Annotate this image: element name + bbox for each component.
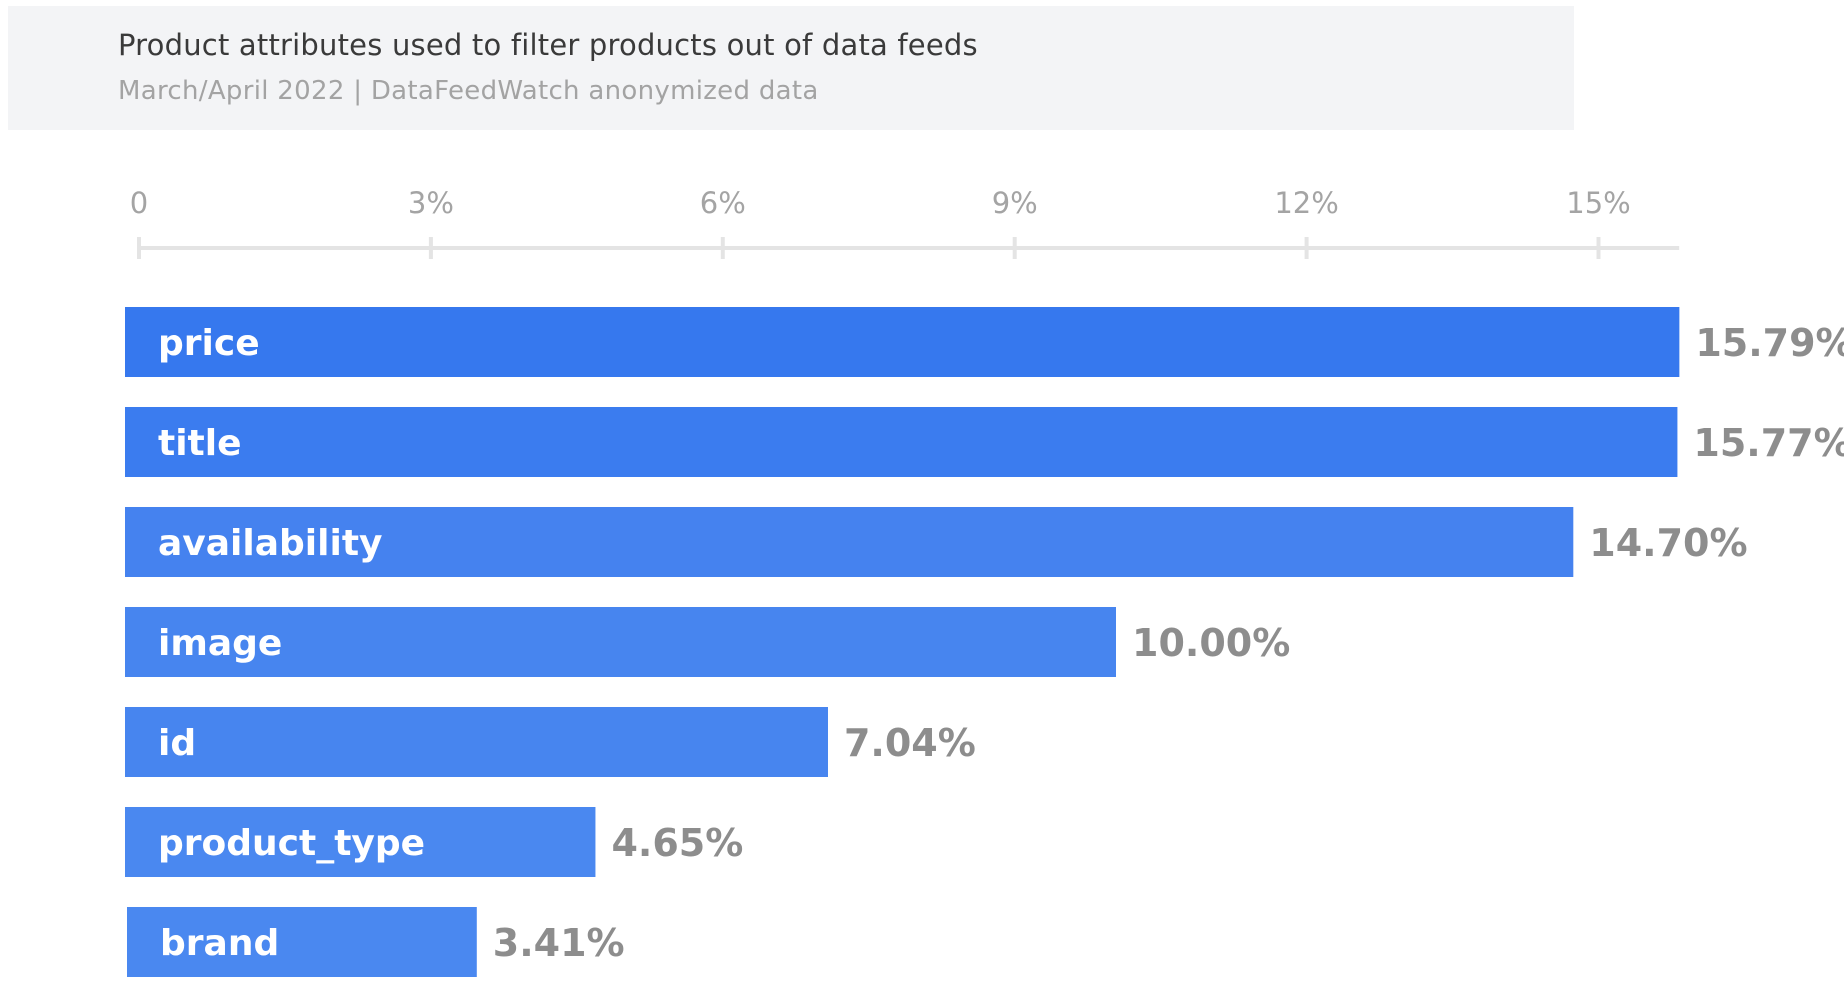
x-tick-label: 15% (1566, 186, 1630, 220)
bar-category-label: product_type (158, 823, 425, 864)
bar-image (125, 607, 1116, 677)
bar-value-label: 15.79% (1695, 321, 1844, 365)
bar-title (125, 407, 1678, 477)
bar-category-label: brand (160, 923, 279, 964)
x-tick-label: 9% (992, 186, 1038, 220)
bar-value-label: 14.70% (1589, 521, 1747, 565)
x-tick-label: 0 (130, 186, 148, 220)
bar-category-label: id (158, 723, 196, 764)
x-tick-label: 12% (1274, 186, 1338, 220)
chart-header (8, 6, 1574, 130)
bar-product-type (125, 807, 596, 877)
x-tick-label: 3% (408, 186, 454, 220)
bar-id (125, 707, 828, 777)
bar-brand (127, 907, 477, 977)
bar-value-label: 4.65% (611, 821, 743, 865)
bar-category-label: availability (158, 523, 383, 564)
bar-category-label: image (158, 623, 282, 664)
bar-value-label: 3.41% (493, 921, 625, 965)
bar-availability (125, 507, 1574, 577)
x-tick-label: 6% (700, 186, 746, 220)
bar-category-label: price (158, 323, 260, 364)
bar-value-label: 10.00% (1132, 621, 1290, 665)
bar-price (125, 307, 1680, 377)
bar-category-label: title (158, 423, 242, 464)
bar-value-label: 15.77% (1693, 421, 1844, 465)
chart-title: Product attributes used to filter produc… (118, 28, 978, 62)
chart-subtitle: March/April 2022 | DataFeedWatch anonymi… (118, 76, 819, 106)
bar-value-label: 7.04% (844, 721, 976, 765)
